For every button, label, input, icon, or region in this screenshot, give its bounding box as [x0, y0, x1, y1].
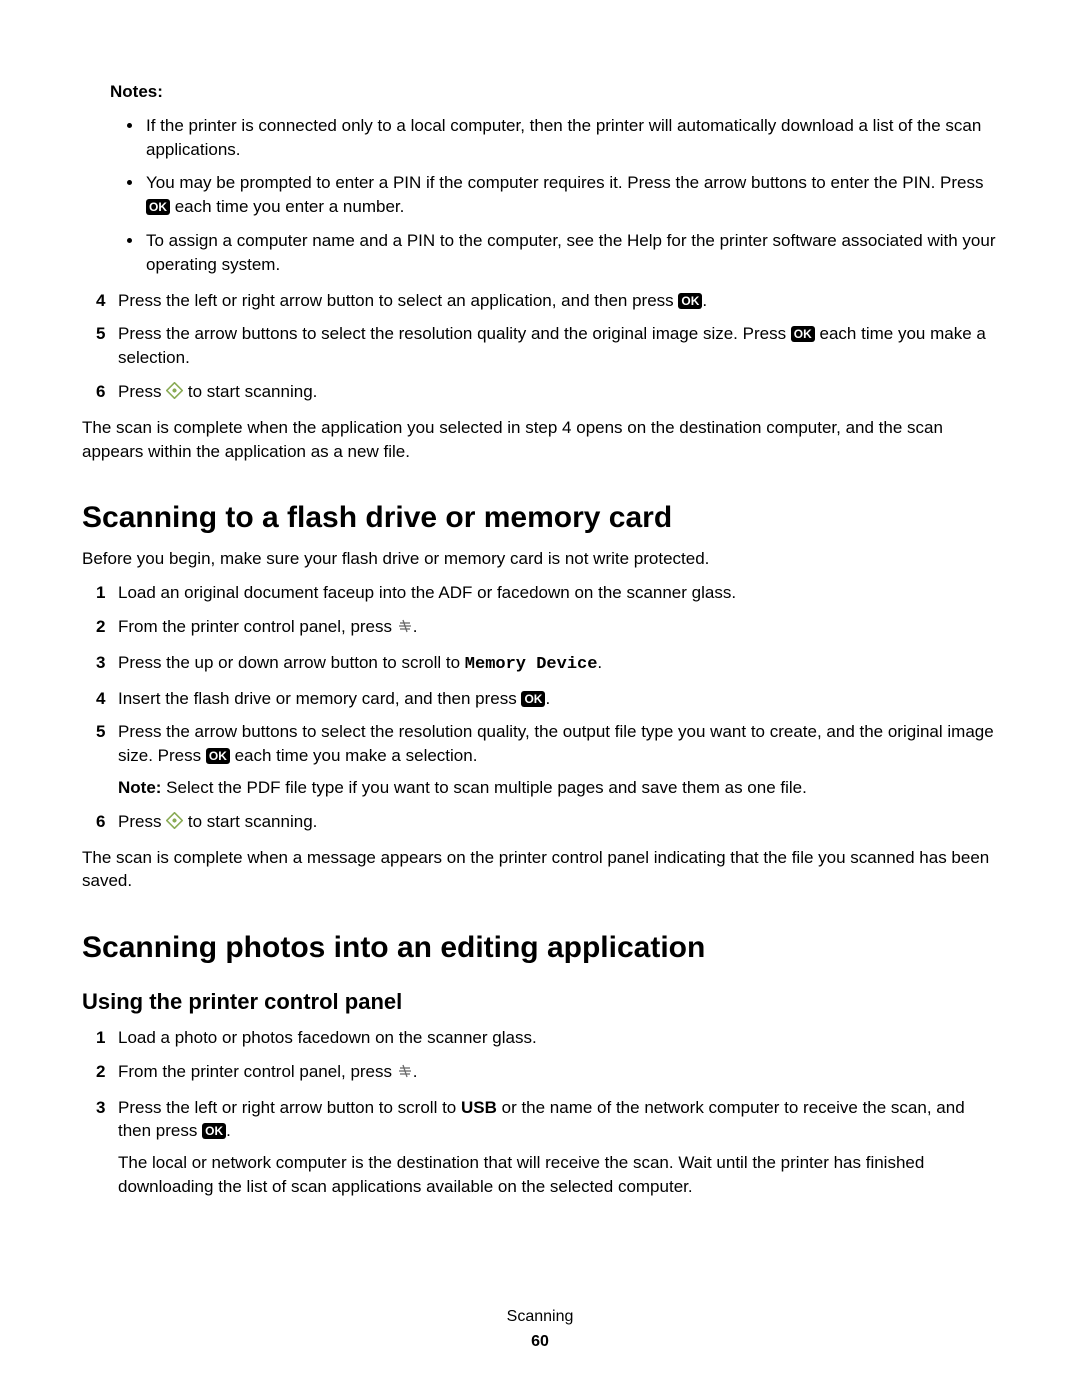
note-text: You may be prompted to enter a PIN if th…	[146, 173, 984, 216]
step-text: Press the arrow buttons to select the re…	[118, 324, 986, 367]
step-3: 3 Press the left or right arrow button t…	[96, 1096, 998, 1199]
photos-steps: 1 Load a photo or photos facedown on the…	[82, 1026, 998, 1199]
flash-intro: Before you begin, make sure your flash d…	[82, 547, 998, 571]
step-5: 5 Press the arrow buttons to select the …	[96, 322, 998, 370]
step-text: Press the arrow buttons to select the re…	[118, 722, 994, 765]
step-number: 2	[96, 1060, 105, 1084]
scan-icon	[397, 1062, 413, 1086]
step-number: 5	[96, 322, 105, 346]
text-run: Press the left or right arrow button to …	[118, 291, 678, 310]
text-run: .	[597, 653, 602, 672]
note-body: Select the PDF file type if you want to …	[166, 778, 807, 797]
step-3: 3 Press the up or down arrow button to s…	[96, 651, 998, 677]
step-text: Press to start scanning.	[118, 812, 317, 831]
step-2: 2 From the printer control panel, press …	[96, 1060, 998, 1086]
scan-icon	[397, 617, 413, 641]
section-heading-photos: Scanning photos into an editing applicat…	[82, 927, 998, 969]
start-diamond-icon	[166, 382, 183, 406]
text-run: to start scanning.	[183, 812, 317, 831]
step-number: 2	[96, 615, 105, 639]
text-run: .	[702, 291, 707, 310]
step-number: 1	[96, 581, 105, 605]
flash-steps: 1 Load an original document faceup into …	[82, 581, 998, 835]
step-text: Press the left or right arrow button to …	[118, 291, 707, 310]
step-text: From the printer control panel, press .	[118, 1062, 417, 1081]
step-5: 5 Press the arrow buttons to select the …	[96, 720, 998, 799]
section-heading-flash: Scanning to a flash drive or memory card	[82, 497, 998, 539]
note-text: To assign a computer name and a PIN to t…	[146, 231, 996, 274]
text-run: .	[413, 617, 418, 636]
footer-section: Scanning	[0, 1306, 1080, 1328]
footer-page-number: 60	[0, 1331, 1080, 1353]
text-run: Press	[118, 382, 166, 401]
ok-icon: OK	[206, 748, 230, 764]
ok-icon: OK	[202, 1123, 226, 1139]
ok-icon: OK	[521, 691, 545, 707]
note-text: If the printer is connected only to a lo…	[146, 116, 981, 159]
note-item: To assign a computer name and a PIN to t…	[144, 229, 998, 277]
text-run: .	[226, 1121, 231, 1140]
text-run: each time you make a selection.	[230, 746, 478, 765]
text-run: .	[413, 1062, 418, 1081]
step-number: 3	[96, 651, 105, 675]
step-text: Press the up or down arrow button to scr…	[118, 653, 602, 672]
notes-list: If the printer is connected only to a lo…	[82, 114, 998, 277]
step-text: From the printer control panel, press .	[118, 617, 417, 636]
step-4: 4 Insert the flash drive or memory card,…	[96, 687, 998, 711]
text-run: From the printer control panel, press	[118, 1062, 397, 1081]
step-4: 4 Press the left or right arrow button t…	[96, 289, 998, 313]
page-footer: Scanning 60	[0, 1306, 1080, 1353]
step-number: 1	[96, 1026, 105, 1050]
text-run: Press	[118, 812, 166, 831]
notes-heading: Notes:	[110, 80, 998, 104]
step-number: 6	[96, 810, 105, 834]
step-number: 5	[96, 720, 105, 744]
text-run: Insert the flash drive or memory card, a…	[118, 689, 521, 708]
text-run: Press the up or down arrow button to scr…	[118, 653, 465, 672]
top-steps: 4 Press the left or right arrow button t…	[82, 289, 998, 406]
step-number: 3	[96, 1096, 105, 1120]
flash-conclusion: The scan is complete when a message appe…	[82, 846, 998, 894]
step-1: 1 Load an original document faceup into …	[96, 581, 998, 605]
start-diamond-icon	[166, 812, 183, 836]
step-number: 4	[96, 687, 105, 711]
subsection-heading: Using the printer control panel	[82, 987, 998, 1018]
step-1: 1 Load a photo or photos facedown on the…	[96, 1026, 998, 1050]
step-5-note: Note: Select the PDF file type if you wa…	[118, 776, 998, 800]
mono-label: Memory Device	[465, 655, 598, 674]
bold-label: USB	[461, 1098, 497, 1117]
step-number: 6	[96, 380, 105, 404]
ok-icon: OK	[678, 293, 702, 309]
text-run: to start scanning.	[183, 382, 317, 401]
note-label: Note:	[118, 778, 166, 797]
step-3-extra: The local or network computer is the des…	[118, 1151, 998, 1199]
step-text: Load an original document faceup into th…	[118, 583, 736, 602]
step-6: 6 Press to start scanning.	[96, 380, 998, 406]
text-run: Press the arrow buttons to select the re…	[118, 324, 791, 343]
note-item: You may be prompted to enter a PIN if th…	[144, 171, 998, 219]
step-number: 4	[96, 289, 105, 313]
ok-icon: OK	[146, 199, 170, 215]
step-text: Press the left or right arrow button to …	[118, 1098, 965, 1141]
step-text: Press to start scanning.	[118, 382, 317, 401]
note-item: If the printer is connected only to a lo…	[144, 114, 998, 162]
text-run: From the printer control panel, press	[118, 617, 397, 636]
step-text: Insert the flash drive or memory card, a…	[118, 689, 550, 708]
step-2: 2 From the printer control panel, press …	[96, 615, 998, 641]
text-run: .	[545, 689, 550, 708]
step-6: 6 Press to start scanning.	[96, 810, 998, 836]
step-text: Load a photo or photos facedown on the s…	[118, 1028, 537, 1047]
top-conclusion: The scan is complete when the applicatio…	[82, 416, 998, 464]
ok-icon: OK	[791, 326, 815, 342]
text-run: Press the left or right arrow button to …	[118, 1098, 461, 1117]
